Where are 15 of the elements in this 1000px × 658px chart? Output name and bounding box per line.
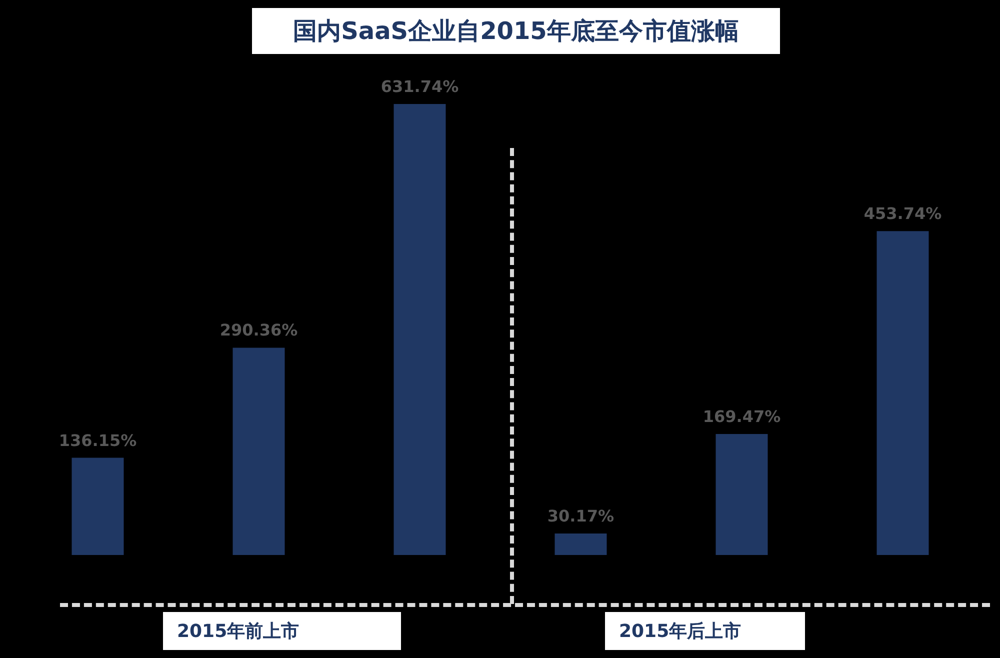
data-label: 169.47% bbox=[702, 407, 781, 426]
text: 2015年前上市 bbox=[163, 612, 401, 650]
data-label: 30.17% bbox=[547, 506, 614, 526]
bar bbox=[716, 434, 768, 555]
text: 2015年后上市 bbox=[605, 612, 805, 650]
data-label: 453.74% bbox=[864, 204, 942, 224]
bar bbox=[394, 104, 446, 555]
data-label: 631.74% bbox=[380, 77, 459, 96]
bar bbox=[876, 231, 929, 555]
bar bbox=[232, 348, 285, 555]
bar bbox=[554, 533, 607, 555]
bar bbox=[72, 458, 124, 555]
chart-title: 国内SaaS企业自2015年底至今市值涨幅 bbox=[252, 8, 780, 54]
data-label: 136.15% bbox=[58, 430, 137, 450]
data-label: 290.36% bbox=[220, 320, 298, 340]
